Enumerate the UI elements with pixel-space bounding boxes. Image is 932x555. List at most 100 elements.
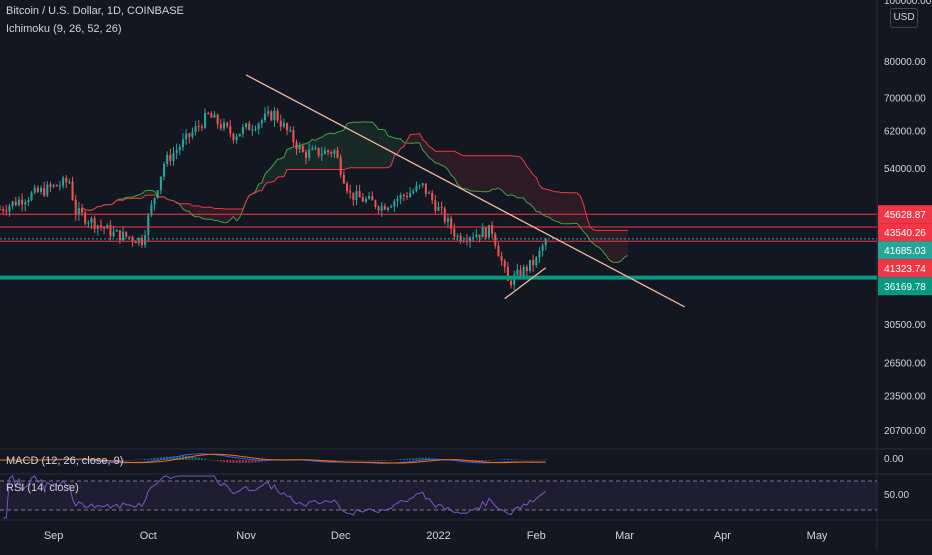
cloud-fill [549,190,552,219]
candle-body [396,199,398,201]
candle-body [482,228,484,238]
cloud-fill [571,193,574,224]
macd-histogram-bar [128,460,130,461]
candle-body [150,205,152,216]
candle-body [501,256,503,261]
cloud-fill [577,193,580,227]
macd-histogram-bar [491,460,493,461]
macd-histogram-bar [236,460,238,463]
currency-badge[interactable]: USD [890,8,918,28]
candle-body [37,188,39,192]
macd-histogram-bar [245,460,247,463]
macd-histogram-bar [343,460,345,461]
cloud-fill [410,134,413,143]
candle-body [245,123,247,127]
candle-body [172,153,174,161]
candle-body [232,134,234,141]
cloud-fill [552,191,555,221]
candle-body [128,237,130,238]
candle-body [251,130,253,131]
candle-body [456,236,458,237]
cloud-fill [375,125,378,168]
macd-histogram-bar [390,460,392,461]
macd-histogram-bar [501,459,503,460]
time-tick-label: May [807,530,828,542]
candle-body [154,198,156,205]
macd-histogram-bar [340,460,342,461]
rsi-axis-value: 50.00 [884,490,909,501]
candle-body [46,184,48,195]
candle-body [441,207,443,208]
cloud-fill [476,156,479,192]
macd-axis-value: 0.00 [884,454,904,465]
macd-histogram-bar [482,460,484,462]
macd-label[interactable]: MACD (12, 26, close, 9) [6,455,123,467]
candle-body [15,201,17,205]
cloud-fill [505,156,508,196]
cloud-fill [366,122,369,168]
price-tick-label: 70000.00 [884,93,926,104]
cloud-fill [508,156,511,196]
candle-body [324,150,326,154]
macd-histogram-bar [337,460,339,461]
candle-body [59,186,61,187]
macd-histogram-bar [251,460,253,463]
candle-body [201,126,203,127]
cloud-fill [543,189,546,217]
cloud-fill [470,156,473,191]
macd-histogram-bar [529,460,531,461]
macd-histogram-bar [204,459,206,460]
candle-body [314,148,316,149]
candle-body [292,130,294,142]
candle-body [179,147,181,150]
candle-body [2,209,4,211]
candle-body [27,200,29,202]
candle-body [472,237,474,238]
candle-body [523,267,525,277]
macd-histogram-bar [396,459,398,460]
rsi-label[interactable]: RSI (14, close) [6,482,79,494]
macd-histogram-bar [138,460,140,461]
cloud-fill [502,156,505,194]
time-tick-label: Feb [527,530,546,542]
candle-body [188,133,190,136]
cloud-fill [533,175,536,212]
candle-body [5,211,7,212]
cloud-fill [290,147,293,170]
macd-histogram-bar [523,460,525,461]
macd-histogram-bar [217,460,219,461]
candle-body [53,185,55,187]
macd-histogram-bar [510,459,512,460]
macd-histogram-bar [201,458,203,460]
cloud-fill [495,156,498,190]
macd-histogram-bar [195,457,197,460]
indicator-label[interactable]: Ichimoku (9, 26, 52, 26) [6,23,122,35]
candle-body [330,152,332,154]
cloud-fill [451,151,454,178]
candle-body [409,193,411,197]
cloud-fill [224,209,227,223]
macd-histogram-bar [374,460,376,461]
cloud-fill [555,192,558,222]
candle-body [419,185,421,186]
macd-histogram-bar [144,459,146,460]
candle-body [371,196,373,200]
candle-body [0,209,1,210]
cloud-fill [609,230,612,262]
candle-body [434,200,436,211]
cloud-fill [483,156,486,192]
candle-body [49,184,51,186]
cloud-fill [202,207,205,219]
candle-body [8,206,10,212]
candle-body [343,175,345,184]
macd-histogram-bar [248,460,250,463]
candle-body [12,201,14,205]
candle-body [359,191,361,197]
time-tick-label: Dec [331,530,351,542]
candle-body [169,155,171,161]
candle-body [157,190,159,198]
cloud-fill [480,156,483,192]
cloud-fill [353,122,356,168]
